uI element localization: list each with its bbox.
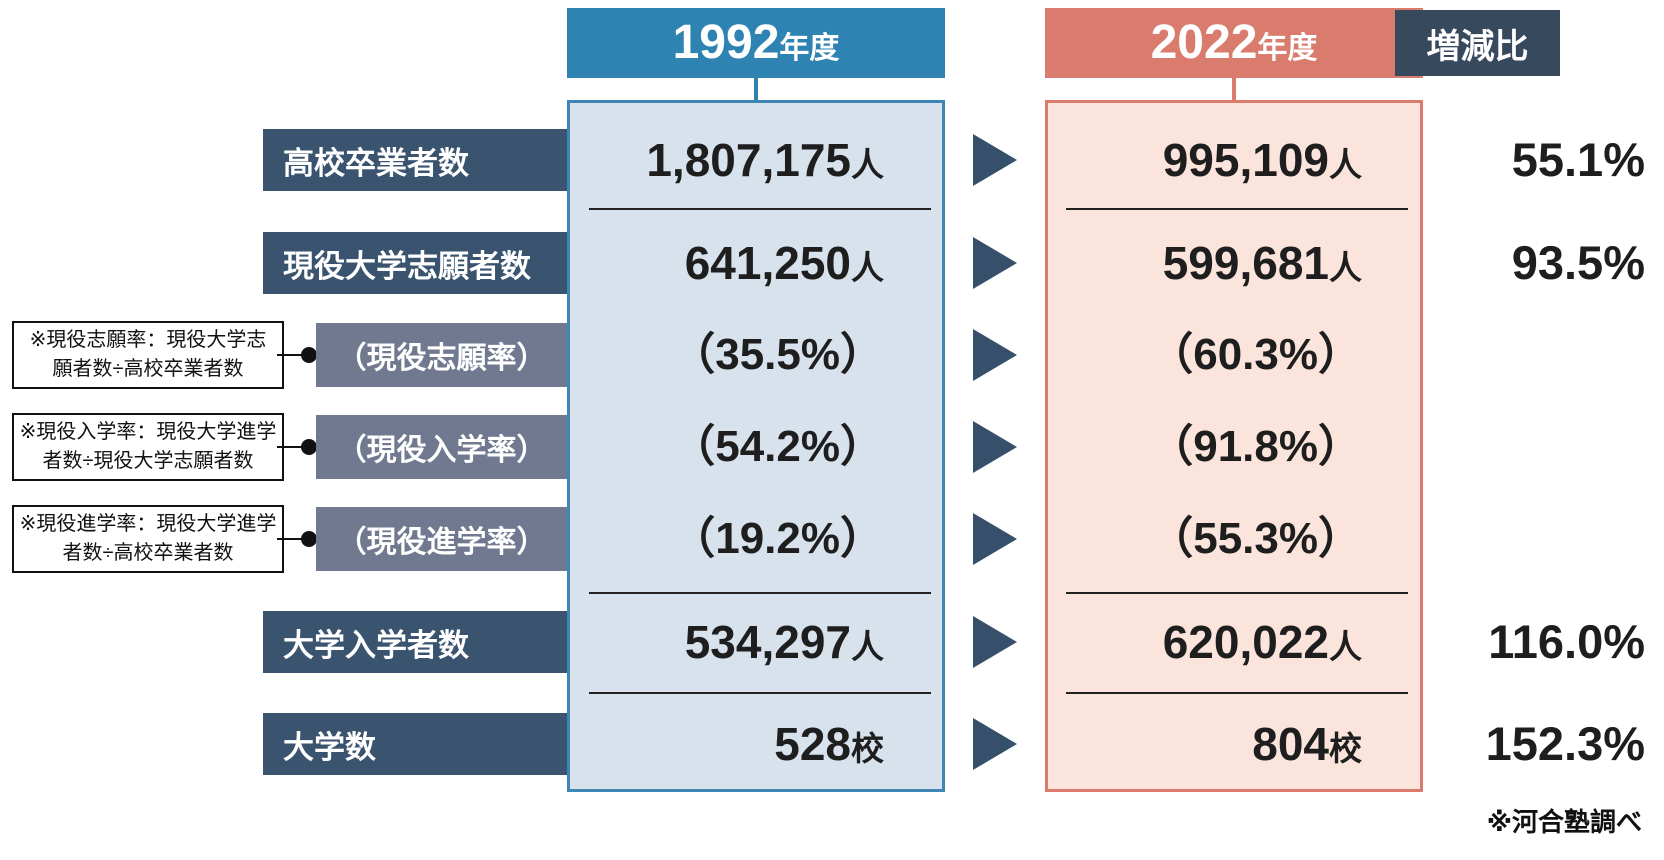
label-university-count: 大学数	[263, 713, 567, 775]
value-unit: 人	[1329, 628, 1362, 665]
value-number: 620,022	[1162, 616, 1329, 668]
note-connector-dot	[301, 347, 317, 363]
ratio-active-applicants: 93.5%	[1511, 236, 1645, 289]
arrow-right-icon	[973, 134, 1017, 186]
arrow-right-icon	[973, 237, 1017, 289]
arrow-right-icon	[973, 329, 1017, 381]
data-panel-2022	[1045, 100, 1423, 792]
data-panel-1992	[567, 100, 945, 792]
value-number: 995,109	[1162, 134, 1329, 186]
note-text: ※現役入学率：現役大学進学 者数÷現役大学志願者数	[19, 421, 277, 472]
note-connector-line	[277, 538, 315, 540]
value-number: （19.2%）	[671, 514, 884, 563]
value-2022-university-entrants: 620,022人	[1048, 611, 1392, 685]
value-number: （60.3%）	[1149, 330, 1362, 379]
separator-line	[589, 692, 931, 694]
label-advancement-rate: （現役進学率）	[316, 507, 567, 571]
source-footnote: ※河合塾調べ	[1486, 807, 1642, 837]
year-1992-text: 1992	[672, 16, 780, 69]
value-2022-advancement-rate: （55.3%）	[1048, 508, 1392, 580]
note-connector-dot	[301, 531, 317, 547]
label-active-applicants: 現役大学志願者数	[263, 232, 567, 294]
ratio-university-entrants: 116.0%	[1488, 615, 1645, 668]
separator-line	[589, 208, 931, 210]
value-2022-university-count: 804校	[1048, 713, 1392, 787]
value-1992-active-applicants: 641,250人	[570, 232, 914, 306]
value-unit: 人	[851, 249, 884, 286]
stem-connector-1992	[754, 78, 758, 100]
era-1992-text: 年度	[779, 32, 840, 65]
separator-line	[589, 592, 931, 594]
label-university-entrants: 大学入学者数	[263, 611, 567, 673]
value-2022-application-rate: （60.3%）	[1048, 324, 1392, 396]
separator-line	[1066, 592, 1408, 594]
value-number: 641,250	[684, 237, 851, 289]
value-unit: 人	[1329, 146, 1362, 183]
value-number: （54.2%）	[671, 422, 884, 471]
arrow-right-icon	[973, 421, 1017, 473]
value-1992-advancement-rate: （19.2%）	[570, 508, 914, 580]
arrow-right-icon	[973, 616, 1017, 668]
value-2022-active-applicants: 599,681人	[1048, 232, 1392, 306]
value-unit: 人	[851, 146, 884, 183]
value-unit: 人	[1329, 249, 1362, 286]
note-connector-dot	[301, 439, 317, 455]
year-2022-text: 2022	[1150, 16, 1258, 69]
value-1992-enrollment-rate: （54.2%）	[570, 416, 914, 488]
value-unit: 人	[851, 628, 884, 665]
note-text: ※現役志願率：現役大学志 願者数÷高校卒業者数	[29, 329, 267, 380]
note-text: ※現役進学率：現役大学進学 者数÷高校卒業者数	[19, 513, 277, 564]
value-number: 1,807,175	[646, 134, 851, 186]
value-unit: 校	[1329, 730, 1362, 767]
value-1992-highschool-graduates: 1,807,175人	[570, 129, 914, 203]
value-1992-university-count: 528校	[570, 713, 914, 787]
arrow-right-icon	[973, 718, 1017, 770]
separator-line	[1066, 208, 1408, 210]
value-number: 534,297	[684, 616, 851, 668]
label-highschool-graduates: 高校卒業者数	[263, 129, 567, 191]
value-number: （35.5%）	[671, 330, 884, 379]
column-header-1992: 1992 年度	[567, 8, 945, 78]
label-enrollment-rate: （現役入学率）	[316, 415, 567, 479]
value-2022-enrollment-rate: （91.8%）	[1048, 416, 1392, 488]
label-application-rate: （現役志願率）	[316, 323, 567, 387]
value-unit: 校	[851, 730, 884, 767]
ratio-highschool-graduates: 55.1%	[1511, 133, 1645, 186]
stem-connector-2022	[1232, 78, 1236, 100]
value-number: 804	[1252, 718, 1329, 770]
arrow-right-icon	[973, 513, 1017, 565]
value-number: 528	[774, 718, 851, 770]
value-1992-university-entrants: 534,297人	[570, 611, 914, 685]
column-header-2022: 2022 年度	[1045, 8, 1423, 78]
value-number: 599,681	[1162, 237, 1329, 289]
note-connector-line	[277, 354, 315, 356]
value-number: （55.3%）	[1149, 514, 1362, 563]
value-1992-application-rate: （35.5%）	[570, 324, 914, 396]
note-connector-line	[277, 446, 315, 448]
note-advancement-rate: ※現役進学率：現役大学進学 者数÷高校卒業者数	[12, 505, 284, 573]
era-2022-text: 年度	[1257, 32, 1318, 65]
note-enrollment-rate: ※現役入学率：現役大学進学 者数÷現役大学志願者数	[12, 413, 284, 481]
ratio-column-header: 増減比	[1395, 10, 1560, 76]
value-2022-highschool-graduates: 995,109人	[1048, 129, 1392, 203]
ratio-university-count: 152.3%	[1485, 717, 1645, 770]
separator-line	[1066, 692, 1408, 694]
note-application-rate: ※現役志願率：現役大学志 願者数÷高校卒業者数	[12, 321, 284, 389]
value-number: （91.8%）	[1149, 422, 1362, 471]
